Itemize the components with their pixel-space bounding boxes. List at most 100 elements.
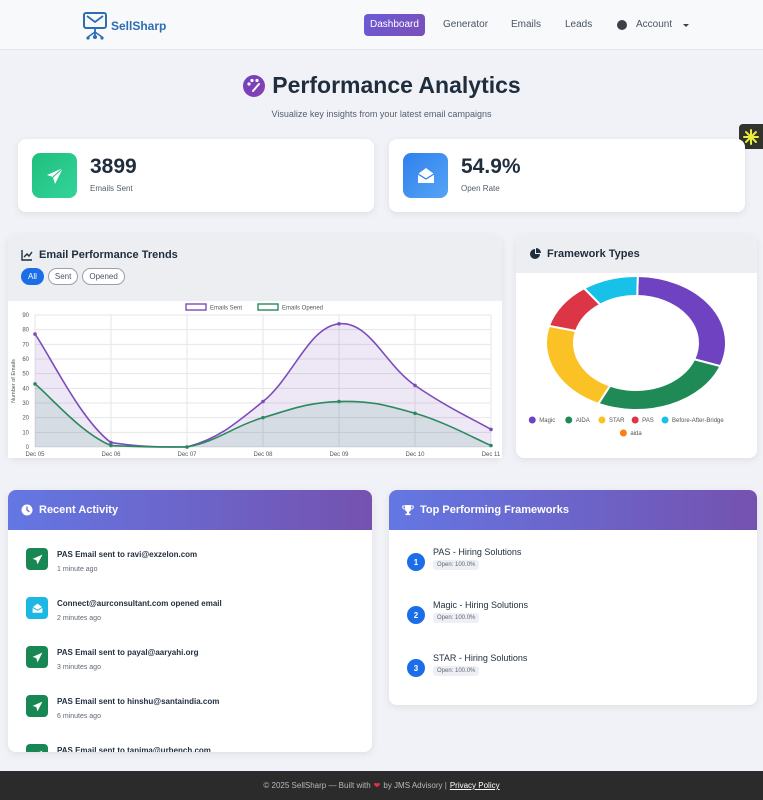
x-tick-label: Dec 11 (482, 452, 501, 458)
data-point (109, 443, 113, 448)
page-header: Performance Analytics (0, 72, 763, 99)
framework-name: PAS - Hiring Solutions (433, 547, 522, 557)
open-rate-badge: Open: 100.0% (433, 666, 480, 676)
x-tick-label: Dec 08 (253, 452, 273, 458)
privacy-policy-link[interactable]: Privacy Policy (449, 781, 500, 790)
nav-leads[interactable]: Leads (565, 19, 593, 30)
top-frameworks-panel: Top Performing Frameworks 1 PAS - Hiring … (389, 490, 757, 705)
open-rate-badge: Open: 100.0% (433, 560, 480, 570)
legend-label: Emails Sent (210, 306, 242, 312)
data-point (413, 411, 417, 416)
legend-label: Emails Opened (282, 306, 323, 312)
activity-text: PAS Email sent to payal@aaryahi.org (57, 648, 199, 657)
y-tick-label: 70 (22, 342, 29, 348)
account-dropdown[interactable]: Account (617, 14, 690, 36)
legend-label: STAR (609, 418, 625, 424)
legend-label: PAS (642, 418, 654, 424)
filter-all-button[interactable]: All (21, 268, 44, 285)
data-point (337, 399, 341, 404)
page-subtitle: Visualize key insights from your latest … (271, 109, 492, 119)
heart-icon: ❤ (373, 781, 381, 790)
caret-down-icon (683, 23, 690, 27)
framework-name: Magic - Hiring Solutions (433, 600, 529, 610)
open-rate-badge: Open: 100.0% (433, 613, 480, 623)
trends-title: Email Performance Trends (39, 249, 178, 261)
donut-slice (596, 358, 722, 411)
data-point (33, 332, 37, 336)
framework-types-title: Framework Types (547, 248, 640, 260)
clock-icon (21, 504, 33, 516)
framework-types-panel: Framework Types Magic AIDA STAR PAS Before-A… (516, 235, 757, 458)
rank-badge: 1 (407, 553, 425, 571)
data-point (413, 383, 417, 388)
nav-generator[interactable]: Generator (443, 19, 489, 30)
legend-swatch (528, 416, 536, 424)
stat-card-open-rate: 54.9% Open Rate (389, 139, 745, 212)
recent-activity-title: Recent Activity (39, 504, 119, 516)
legend-label: AIDA (576, 418, 590, 424)
y-tick-label: 50 (22, 372, 29, 378)
emails-sent-value: 3899 (90, 155, 137, 178)
legend-swatch (257, 303, 279, 311)
x-tick-label: Dec 09 (329, 452, 349, 458)
x-tick-label: Dec 06 (101, 452, 121, 458)
y-tick-label: 20 (22, 416, 29, 422)
chart-filter-group: All Sent Opened (21, 268, 125, 285)
activity-text: PAS Email sent to ravi@exzelon.com (57, 550, 198, 559)
framework-rank-item: 1 PAS - Hiring Solutions Open: 100.0% (407, 547, 737, 577)
y-tick-label: 60 (22, 357, 29, 363)
email-trends-svg: 0 10 20 30 40 50 60 70 80 90 Dec 05 Dec 06 Dec 07 Dec… (11, 303, 501, 458)
activity-item: PAS Email sent to tanima@urbench.com (26, 744, 356, 752)
activity-time: 3 minutes ago (57, 664, 101, 671)
legend-swatch (185, 303, 207, 311)
paper-plane-icon (26, 695, 48, 717)
data-point (489, 427, 493, 432)
filter-opened-button[interactable]: Opened (82, 268, 125, 285)
legend-swatch (619, 429, 627, 437)
legend-swatch (565, 416, 573, 424)
data-point (261, 415, 265, 420)
framework-rank-item: 2 Magic - Hiring Solutions Open: 100.0% (407, 600, 737, 630)
top-frameworks-header: Top Performing Frameworks (389, 490, 757, 530)
activity-item: Connect@aurconsultant.com opened email 2 … (26, 597, 356, 637)
y-axis-label: Number of Emails (11, 359, 17, 403)
donut-slice (545, 324, 612, 406)
paper-plane-icon (32, 153, 77, 198)
x-tick-label: Dec 07 (177, 452, 197, 458)
activity-item: PAS Email sent to ravi@exzelon.com 1 minu… (26, 548, 356, 588)
page-title: Performance Analytics (272, 72, 521, 98)
framework-rank-item: 3 STAR - Hiring Solutions Open: 100.0% (407, 653, 737, 683)
framework-types-header: Framework Types (516, 235, 757, 273)
rank-badge: 2 (407, 606, 425, 624)
brand-logo-link[interactable]: SellSharp (82, 11, 166, 41)
legend-label: Before-After-Bridge (672, 418, 724, 424)
data-point (337, 322, 341, 326)
data-point (33, 382, 37, 386)
activity-text: PAS Email sent to hinshu@santaindia.com (57, 697, 220, 706)
series-area (35, 323, 491, 447)
activity-text: Connect@aurconsultant.com opened email (57, 599, 222, 608)
activity-time: 1 minute ago (57, 566, 98, 573)
activity-item: PAS Email sent to payal@aaryahi.org 3 min… (26, 646, 356, 686)
filter-sent-button[interactable]: Sent (47, 268, 79, 285)
open-rate-value: 54.9% (461, 155, 521, 178)
sellsharp-logo-icon (83, 12, 107, 40)
footer: © 2025 SellSharp — Built with ❤ by JMS A… (0, 771, 763, 800)
y-tick-label: 90 (22, 313, 29, 319)
activity-text: PAS Email sent to tanima@urbench.com (57, 746, 211, 752)
user-circle-icon (617, 20, 627, 30)
top-frameworks-title: Top Performing Frameworks (420, 504, 569, 516)
framework-name: STAR - Hiring Solutions (433, 653, 528, 663)
activity-time: 2 minutes ago (57, 615, 101, 622)
nav-dashboard[interactable]: Dashboard (364, 14, 425, 36)
y-tick-label: 40 (22, 386, 29, 392)
y-tick-label: 10 (22, 430, 29, 436)
trophy-icon (402, 505, 414, 516)
legend-label: aida (630, 431, 642, 437)
nav-emails[interactable]: Emails (511, 19, 542, 30)
legend-label: Magic (539, 418, 555, 424)
envelope-open-icon (26, 597, 48, 619)
emails-sent-label: Emails Sent (90, 184, 133, 193)
paper-plane-icon (26, 548, 48, 570)
activity-time: 6 minutes ago (57, 713, 101, 720)
